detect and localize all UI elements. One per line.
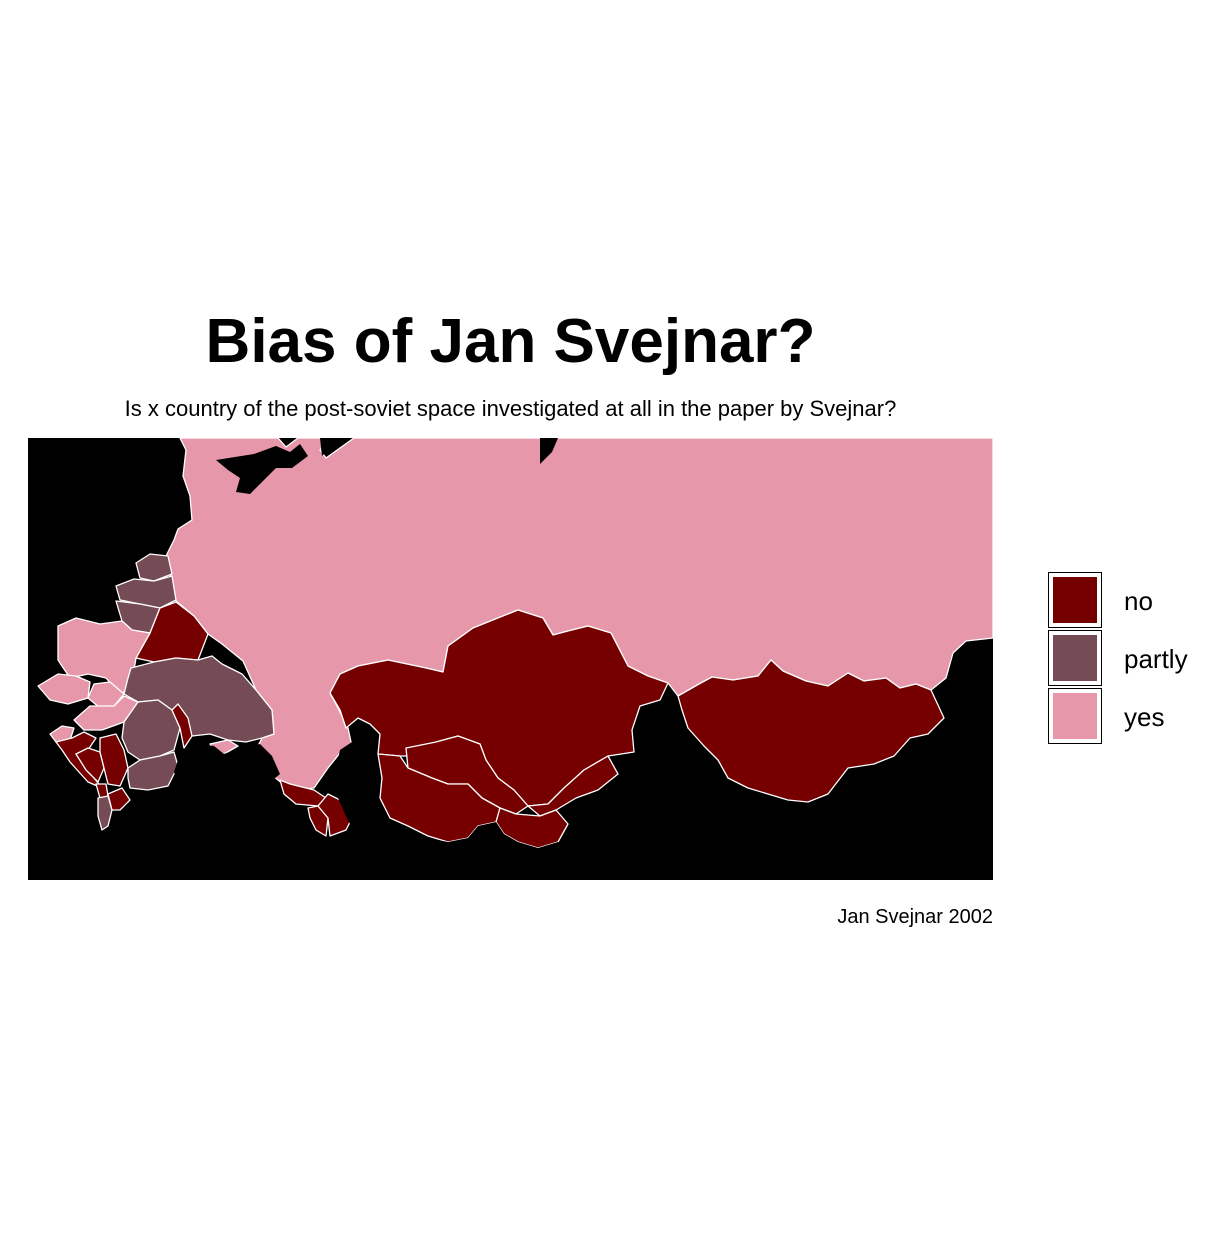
land-south: [378, 822, 668, 880]
legend-key-no: [1048, 572, 1102, 628]
sea-inlet-northeast: [320, 438, 334, 456]
region-serbia: [99, 733, 129, 787]
legend-swatch-yes: [1052, 692, 1098, 740]
map-svg: [37, 438, 993, 880]
legend-key-yes: [1048, 688, 1102, 744]
region-mongolia: [677, 659, 945, 803]
map-subtitle: Is x country of the post-soviet space in…: [124, 396, 897, 421]
region-czech: [37, 673, 91, 705]
map-panel: [28, 438, 993, 880]
sea-pacific: [933, 641, 993, 734]
map-title: Bias of Jan Svejnar?: [205, 307, 816, 376]
region-bulgaria: [127, 751, 179, 791]
region-north-macedonia: [107, 787, 131, 811]
legend-label-no: no: [1124, 586, 1153, 616]
legend-label-yes: yes: [1124, 702, 1165, 732]
map-caption: Jan Svejnar 2002: [837, 906, 993, 928]
region-latvia: [115, 575, 177, 609]
legend-swatch-partly: [1052, 634, 1098, 682]
region-moldova: [171, 703, 193, 749]
region-belarus: [135, 601, 209, 663]
sea-caspian: [334, 730, 384, 834]
region-slovenia: [49, 725, 75, 743]
legend-label-partly: partly: [1124, 644, 1188, 674]
legend-key-partly: [1048, 630, 1102, 686]
sea-black-sea: [174, 744, 280, 790]
legend-swatch-no: [1052, 576, 1098, 624]
sea-inlet-arctic-right: [540, 438, 558, 464]
region-estonia: [135, 553, 173, 582]
sea-inlet-white-sea: [216, 444, 308, 494]
region-romania: [121, 699, 181, 761]
